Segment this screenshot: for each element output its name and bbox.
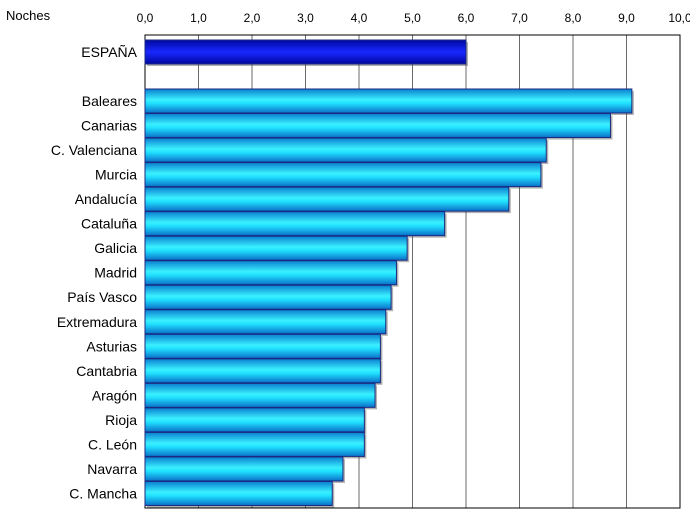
bar bbox=[144, 333, 381, 359]
x-tick-label: 2,0 bbox=[244, 11, 261, 25]
bar bbox=[144, 162, 542, 188]
bar bbox=[144, 284, 392, 310]
category-label: Madrid bbox=[94, 265, 137, 281]
x-tick-label: 10,0 bbox=[668, 11, 690, 25]
bar bbox=[144, 358, 381, 384]
bar bbox=[144, 113, 611, 139]
x-tick-label: 9,0 bbox=[618, 11, 635, 25]
category-label: País Vasco bbox=[67, 289, 137, 305]
category-label: Rioja bbox=[105, 412, 137, 428]
bar bbox=[144, 480, 333, 506]
bar bbox=[144, 382, 376, 408]
x-tick-label: 5,0 bbox=[404, 11, 421, 25]
category-label: Galicia bbox=[94, 240, 137, 256]
category-label: Canarias bbox=[81, 118, 137, 134]
bar bbox=[144, 260, 397, 286]
category-label: C. León bbox=[88, 436, 137, 452]
category-labels: ESPAÑA Baleares Canarias C. Valenciana Murci… bbox=[51, 44, 138, 501]
bar bbox=[144, 39, 467, 65]
x-tick-label: 7,0 bbox=[511, 11, 528, 25]
category-label: Baleares bbox=[82, 93, 137, 109]
unit-label: Noches bbox=[6, 8, 51, 23]
x-tick-label: 4,0 bbox=[351, 11, 368, 25]
category-label: Navarra bbox=[87, 461, 137, 477]
x-tick-label: 1,0 bbox=[190, 11, 207, 25]
x-tick-label: 0,0 bbox=[137, 11, 154, 25]
category-label: Cantabria bbox=[76, 363, 137, 379]
category-label: C. Mancha bbox=[69, 485, 137, 501]
bar bbox=[144, 88, 633, 114]
bar bbox=[144, 235, 408, 261]
category-label: Andalucía bbox=[75, 191, 137, 207]
category-label: Aragón bbox=[92, 387, 137, 403]
category-label: Murcia bbox=[95, 167, 137, 183]
x-tick-label: 8,0 bbox=[565, 11, 582, 25]
bar bbox=[144, 309, 387, 335]
bar bbox=[144, 456, 344, 482]
bar bbox=[144, 137, 547, 163]
bars bbox=[144, 39, 634, 508]
bar bbox=[144, 407, 365, 433]
bar bbox=[144, 186, 510, 212]
x-tick-label: 3,0 bbox=[297, 11, 314, 25]
category-label: Asturias bbox=[86, 338, 137, 354]
category-label: C. Valenciana bbox=[51, 142, 137, 158]
bar bbox=[144, 211, 446, 237]
category-label: Extremadura bbox=[57, 314, 137, 330]
x-tick-label: 6,0 bbox=[458, 11, 475, 25]
category-label: ESPAÑA bbox=[81, 44, 137, 60]
x-axis-ticks: 0,0 1,0 2,0 3,0 4,0 5,0 6,0 7,0 8,0 9,0 10,0 bbox=[137, 11, 690, 25]
category-label: Cataluña bbox=[81, 216, 137, 232]
bar bbox=[144, 431, 365, 457]
